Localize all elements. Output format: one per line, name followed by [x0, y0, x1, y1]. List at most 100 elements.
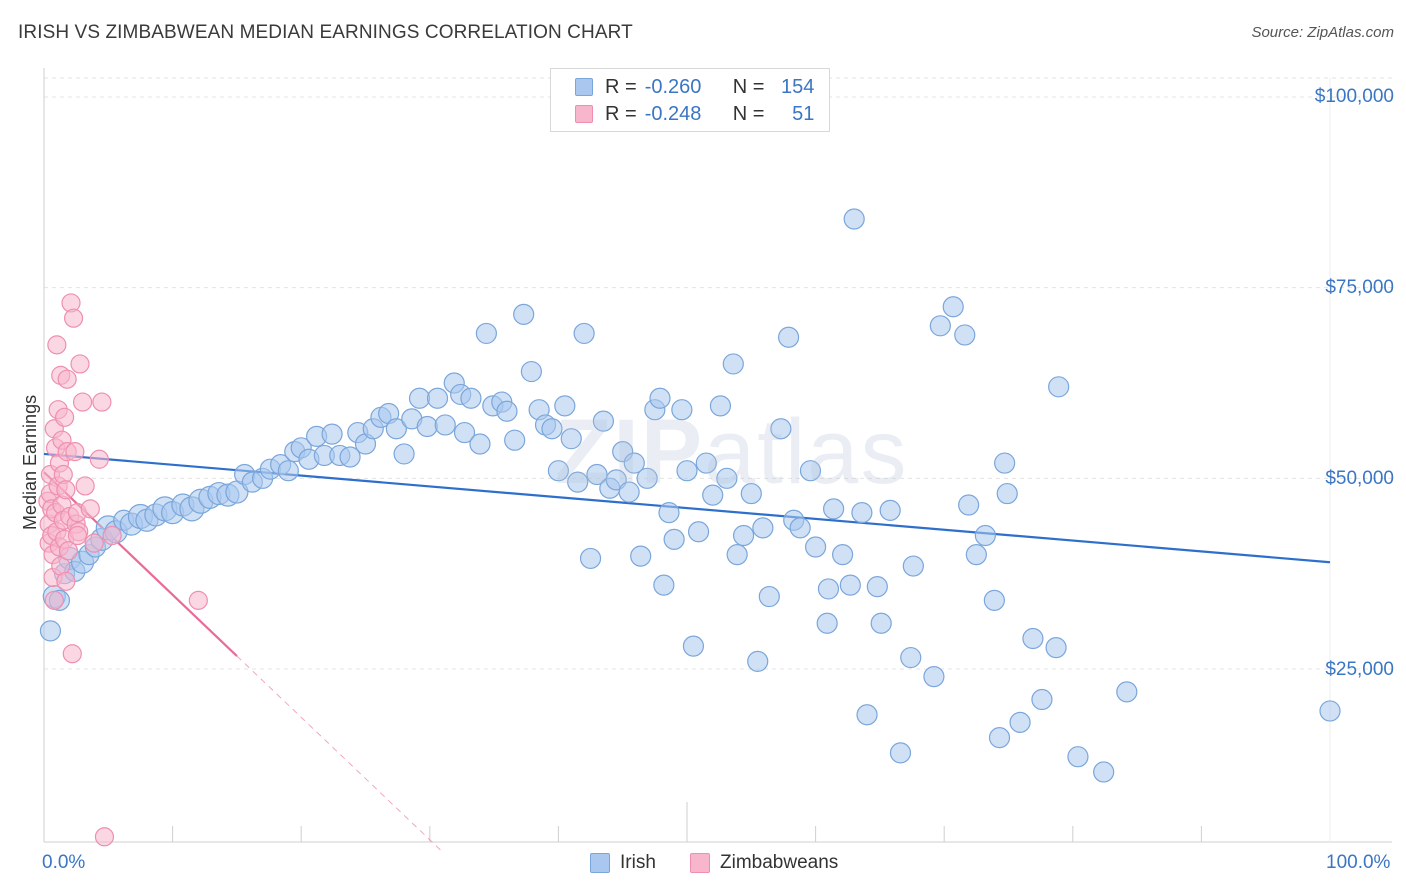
irish-point-46 — [393, 443, 415, 465]
irish-point-98 — [740, 482, 762, 505]
irish-point-80 — [630, 545, 652, 567]
irish-point-107 — [804, 536, 827, 558]
irish-point-72 — [579, 547, 602, 570]
irish-point-129 — [983, 589, 1005, 611]
legend-n-value-zimbabweans: 51 — [792, 102, 815, 125]
irish-point-76 — [605, 469, 627, 491]
irish-point-60 — [496, 400, 518, 422]
x-tick-label-max: 100.0% — [1326, 852, 1391, 873]
irish-point-71 — [573, 322, 595, 345]
irish-point-137 — [1048, 376, 1070, 398]
bottom-legend-label-zimbabweans: Zimbabweans — [720, 852, 839, 873]
irish-point-101 — [758, 585, 780, 608]
y-tick-label-25000: $25,000 — [1325, 659, 1394, 680]
irish-point-116 — [866, 576, 888, 598]
zimbabweans-point-28 — [56, 571, 76, 591]
irish-point-132 — [996, 482, 1018, 505]
irish-point-139 — [1093, 761, 1115, 783]
irish-point-37 — [321, 423, 343, 445]
watermark-light: atlas — [704, 401, 909, 503]
irish-point-63 — [520, 360, 542, 383]
watermark: ZIPatlas — [555, 400, 908, 505]
zimbabweans-point-44 — [75, 476, 95, 496]
irish-point-102 — [770, 418, 792, 440]
irish-point-70 — [567, 471, 589, 493]
irish-point-134 — [1022, 627, 1044, 650]
zimbabweans-point-29 — [57, 369, 77, 389]
zimbabweans-point-49 — [188, 590, 208, 610]
irish-point-0 — [39, 620, 62, 642]
irish-point-92 — [702, 484, 724, 506]
irish-point-128 — [974, 524, 996, 547]
irish-point-67 — [547, 460, 570, 482]
legend-n-value-irish: 154 — [781, 75, 815, 98]
irish-point-124 — [942, 296, 964, 318]
irish-point-86 — [663, 528, 685, 550]
y-tick-label-100000: $100,000 — [1314, 86, 1394, 107]
irish-point-84 — [653, 574, 675, 596]
irish-point-141 — [1319, 700, 1341, 722]
irish-point-31 — [277, 460, 299, 482]
y-axis-label: Median Earnings — [20, 394, 40, 530]
bottom-legend-label-irish: Irish — [620, 852, 656, 873]
irish-point-136 — [1045, 637, 1067, 659]
irish-point-79 — [623, 452, 645, 474]
irish-point-51 — [434, 414, 456, 436]
irish-point-108 — [816, 612, 838, 634]
irish-point-123 — [929, 315, 951, 337]
irish-point-119 — [889, 742, 912, 764]
irish-point-97 — [732, 524, 755, 547]
irish-point-78 — [618, 481, 640, 503]
legend-n-label-irish: N = — [732, 75, 765, 98]
y-tick-label-75000: $75,000 — [1325, 277, 1394, 298]
irish-point-56 — [469, 433, 491, 455]
irish-point-89 — [682, 635, 705, 657]
irish-point-49 — [416, 415, 438, 438]
zimbabweans-point-40 — [70, 354, 90, 374]
irish-point-118 — [879, 499, 901, 521]
irish-point-133 — [1009, 711, 1031, 733]
zimbabweans-point-47 — [84, 533, 104, 553]
irish-point-61 — [504, 429, 526, 451]
irish-point-109 — [817, 578, 840, 600]
grid-lines — [44, 77, 1392, 670]
y-tick-label-50000: $50,000 — [1325, 468, 1394, 489]
series-irish-points — [39, 208, 1341, 783]
irish-point-99 — [747, 650, 769, 672]
bottom-legend-swatch-zimbabweans — [690, 853, 710, 873]
zimbabweans-point-34 — [62, 644, 82, 664]
irish-point-113 — [843, 208, 865, 230]
irish-point-55 — [460, 387, 482, 409]
irish-point-96 — [726, 543, 748, 566]
irish-point-120 — [900, 646, 922, 669]
zimbabweans-point-9 — [44, 590, 64, 610]
irish-point-50 — [426, 387, 449, 409]
legend-r-label-irish: R = — [605, 75, 637, 98]
zimbabweans-point-36 — [65, 442, 85, 462]
irish-point-125 — [954, 324, 976, 346]
watermark-bold: ZIP — [555, 401, 705, 503]
irish-point-54 — [453, 421, 476, 444]
irish-point-69 — [560, 428, 582, 450]
legend-n-label-zimbabweans: N = — [732, 102, 765, 125]
irish-point-114 — [851, 502, 873, 524]
zimbabweans-trend-extension — [236, 655, 444, 853]
legend-row-zimbabweans: R = -0.248 N = 51 — [575, 101, 814, 127]
irish-point-81 — [636, 467, 658, 489]
irish-point-73 — [586, 463, 608, 486]
x-tick-label-min: 0.0% — [42, 852, 86, 873]
irish-point-106 — [799, 460, 822, 482]
legend-r-label-zimbabweans: R = — [605, 102, 637, 125]
zimbabweans-point-45 — [80, 499, 100, 519]
irish-point-91 — [695, 452, 717, 474]
irish-point-45 — [385, 418, 407, 440]
bottom-legend-zimbabweans: Zimbabweans — [690, 852, 838, 874]
legend-row-irish: R = -0.260 N = 154 — [575, 74, 814, 100]
chart-source: Source: ZipAtlas.com — [1251, 24, 1394, 41]
irish-point-117 — [870, 612, 892, 634]
irish-point-121 — [902, 555, 924, 577]
irish-point-138 — [1067, 746, 1089, 768]
zimbabweans-point-43 — [92, 392, 112, 412]
irish-point-48 — [408, 387, 431, 409]
